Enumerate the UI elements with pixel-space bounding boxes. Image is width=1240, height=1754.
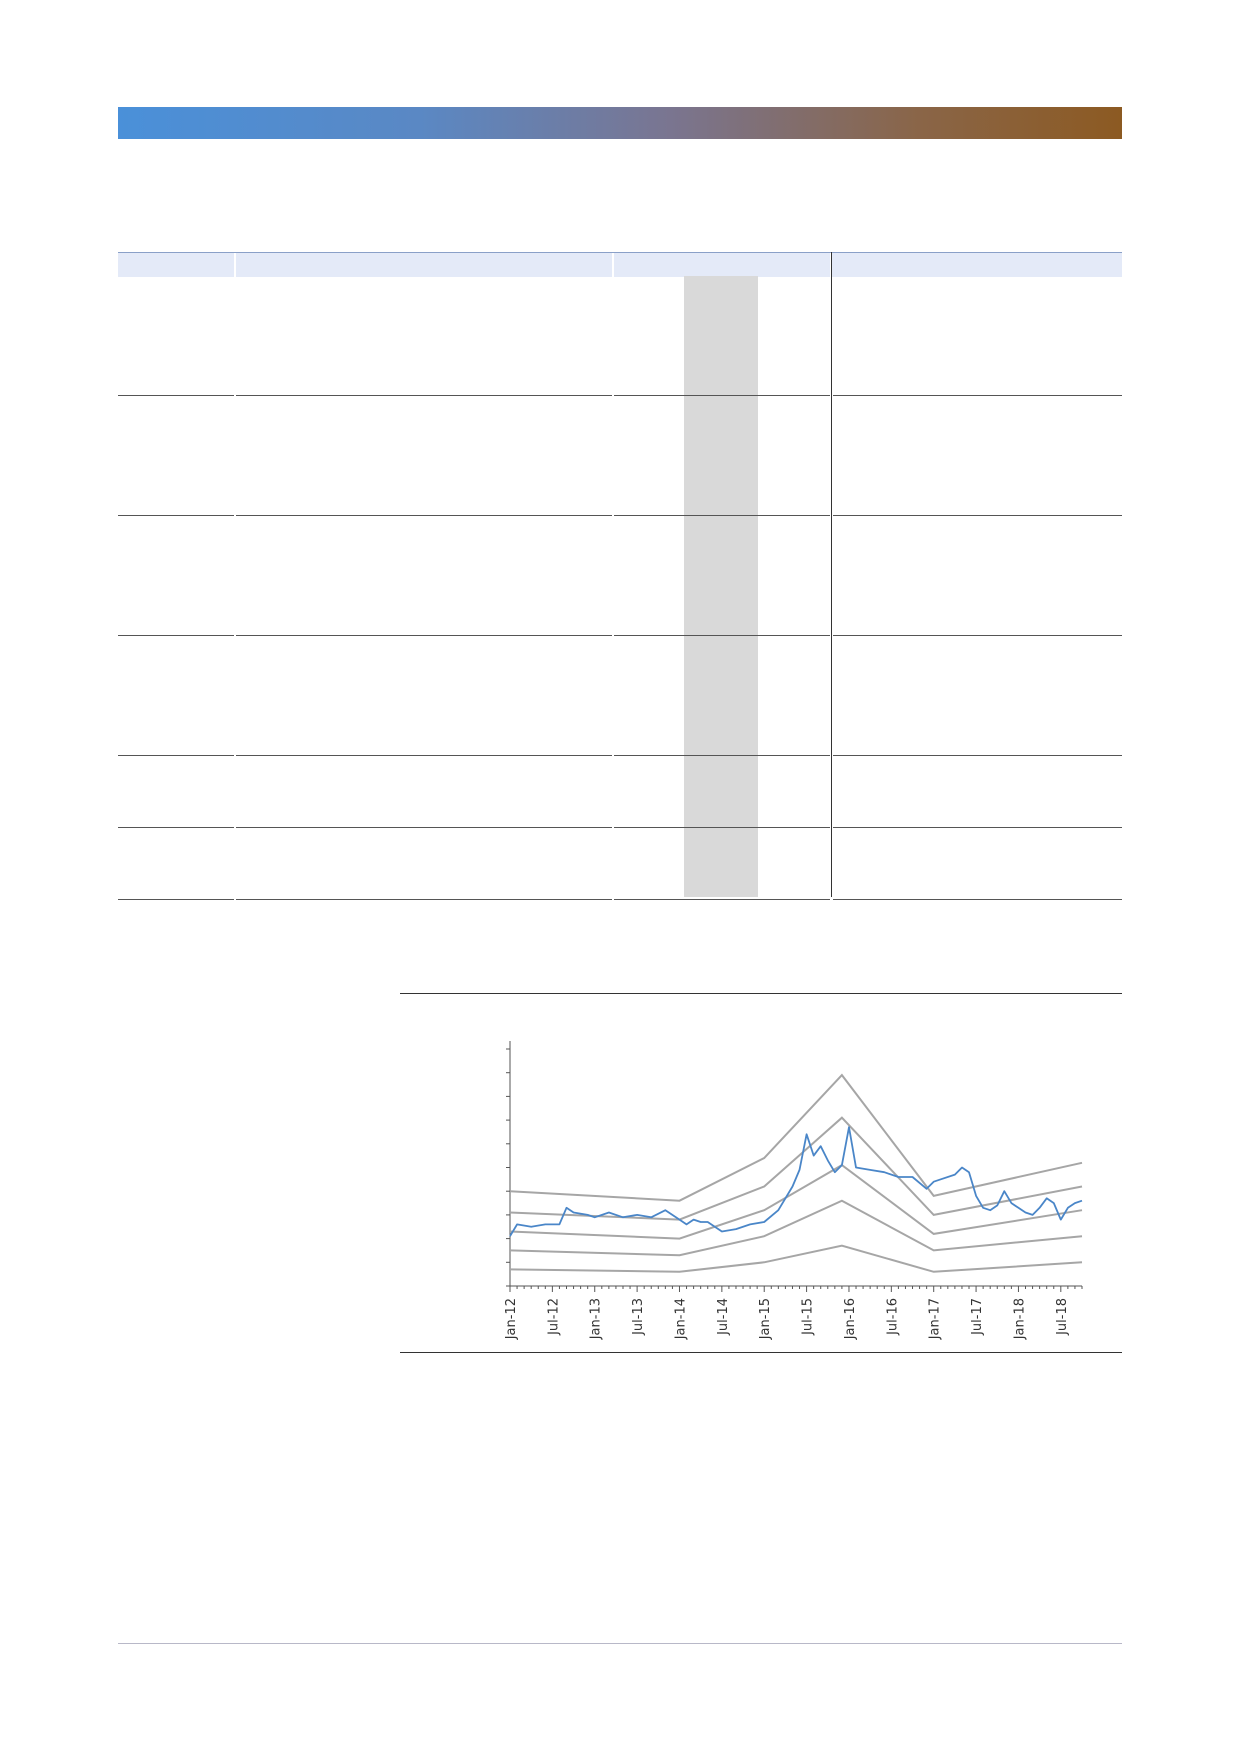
line-chart: Jan-12 Jul-12 Jan-13 Jul-13 Jan-14 Jul-14 Jan-… [504,1041,1083,1340]
column-divider [831,252,832,897]
x-tick-label: Jan-13 [589,1298,604,1340]
header-divider [234,253,236,277]
band-line [509,1199,1083,1257]
header-banner [118,107,1122,139]
x-tick-label: Jan-16 [843,1298,858,1340]
chart-panel: Jan-12 Jul-12 Jan-13 Jul-13 Jan-14 Jul-14 Jan-… [400,993,1122,1353]
table-row [118,636,1122,756]
x-tick-label: Jul-14 [716,1298,731,1336]
row-divider-gap [612,899,614,900]
row-divider-gap [612,515,614,516]
series-line [509,1126,1083,1237]
table-row [118,276,1122,396]
row-divider-gap [612,395,614,396]
band-line [509,1073,1083,1202]
highlight-column [684,276,758,897]
row-divider-gap [612,635,614,636]
row-divider [118,635,1122,636]
x-tick-label: Jan-12 [504,1298,519,1340]
row-divider-gap [234,827,236,828]
row-divider [118,827,1122,828]
row-divider-gap [612,755,614,756]
row-divider [118,755,1122,756]
row-divider [118,395,1122,396]
band-line [509,1244,1083,1273]
x-tick-label: Jul-13 [631,1298,646,1336]
chart-bottom-rule [400,1352,1122,1353]
row-divider-gap [234,635,236,636]
x-tick-label: Jul-16 [885,1298,900,1336]
row-divider-gap [234,515,236,516]
band-line [509,1163,1083,1240]
x-tick-label: Jan-14 [673,1298,688,1340]
band-line [509,1116,1083,1221]
table-row [118,756,1122,828]
x-tick-label: Jul-17 [970,1298,985,1336]
table-row [118,516,1122,636]
table-header [118,252,1122,277]
row-divider [118,899,1122,900]
x-tick-label: Jul-15 [801,1298,816,1336]
table-row [118,396,1122,516]
chart-top-rule [400,993,1122,994]
row-divider-gap [234,755,236,756]
x-tick-label: Jul-18 [1055,1298,1070,1336]
row-divider-gap [234,899,236,900]
table-row [118,828,1122,900]
row-divider-gap [612,827,614,828]
x-tick-label: Jan-15 [758,1298,773,1340]
footer-rule [118,1643,1122,1644]
x-tick-label: Jan-18 [1012,1298,1027,1340]
header-divider [612,253,614,277]
row-divider-gap [234,395,236,396]
row-divider [118,515,1122,516]
x-tick-label: Jul-12 [546,1298,561,1336]
x-tick-label: Jan-17 [928,1298,943,1340]
row-divider-gap [830,899,833,900]
